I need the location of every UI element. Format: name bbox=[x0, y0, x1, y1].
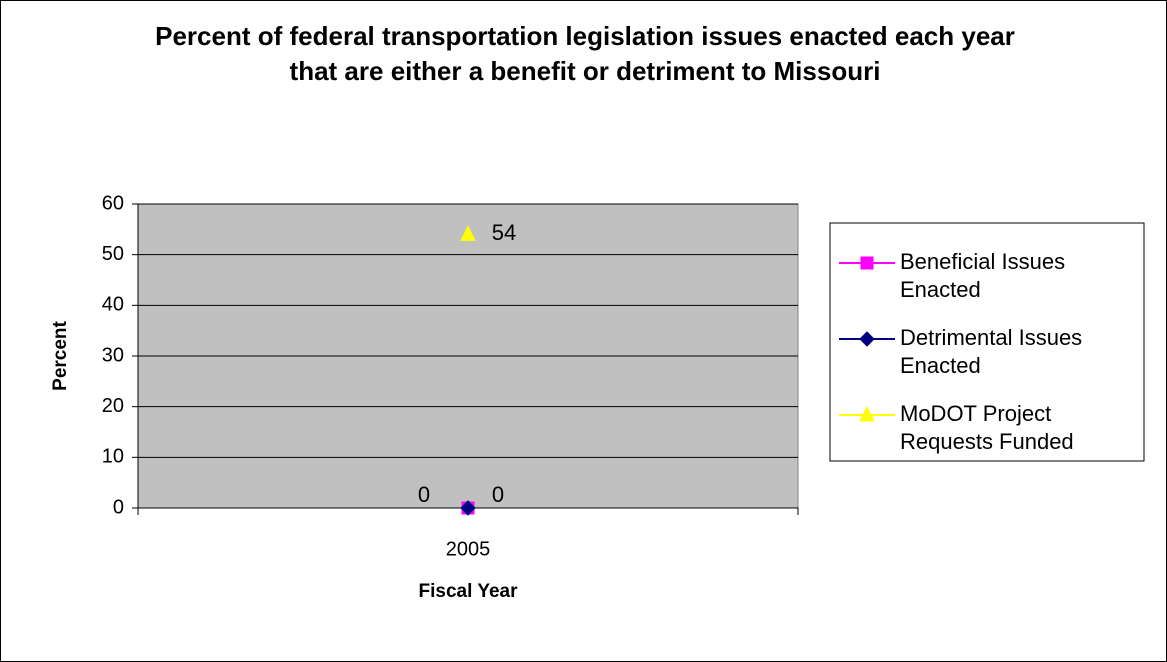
x-axis-label: Fiscal Year bbox=[419, 581, 519, 602]
marker-triangle bbox=[859, 405, 875, 422]
y-tick-label: 10 bbox=[102, 446, 124, 468]
legend-label: Beneficial Issues Enacted bbox=[900, 249, 1066, 302]
marker-triangle bbox=[460, 225, 476, 241]
y-tick-label: 0 bbox=[113, 496, 124, 518]
y-tick-label: 30 bbox=[102, 344, 124, 366]
legend-label: Detrimental Issues Enacted bbox=[900, 325, 1083, 378]
y-tick-label: 20 bbox=[102, 395, 124, 417]
y-tick-label: 60 bbox=[102, 192, 124, 214]
legend-label: MoDOT Project Requests Funded bbox=[900, 401, 1074, 454]
data-label: 0 bbox=[492, 482, 504, 507]
data-label: 0 bbox=[418, 482, 430, 507]
y-tick-label: 40 bbox=[102, 294, 124, 316]
x-tick-label: 2005 bbox=[446, 538, 491, 560]
marker-diamond bbox=[460, 500, 476, 516]
marker-square bbox=[860, 256, 874, 270]
y-axis-label: Percent bbox=[50, 320, 71, 390]
marker-diamond bbox=[859, 331, 875, 347]
y-tick-label: 50 bbox=[102, 243, 124, 265]
legend-box bbox=[829, 222, 1145, 462]
data-label: 54 bbox=[492, 220, 516, 245]
chart-title: Percent of federal transportation legisl… bbox=[155, 21, 1015, 86]
